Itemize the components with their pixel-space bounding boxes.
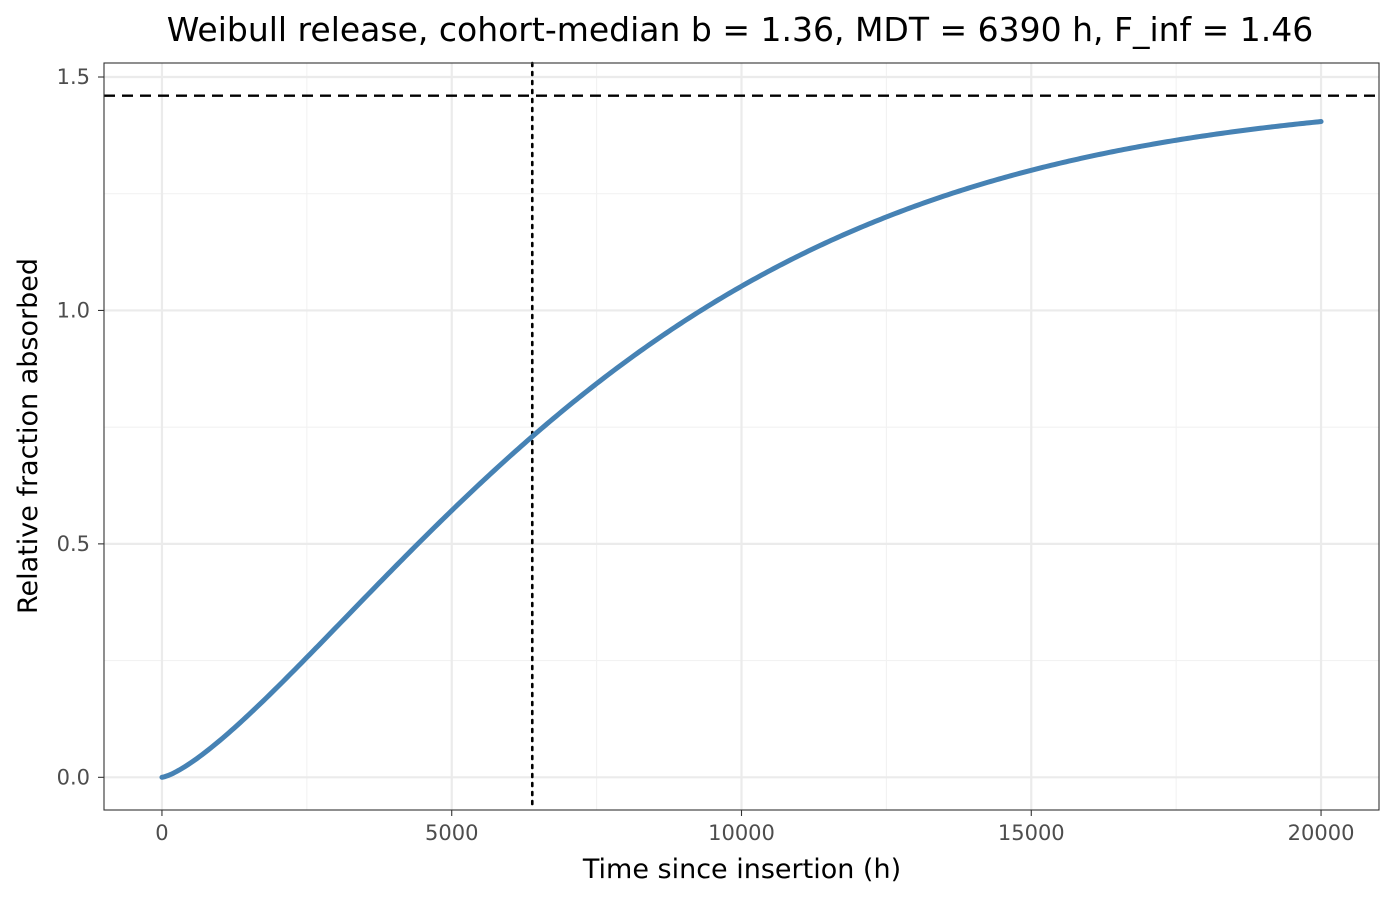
release-curve <box>159 119 1324 780</box>
x-tick-label: 15000 <box>998 821 1065 845</box>
chart-title: Weibull release, cohort-median b = 1.36,… <box>167 10 1314 49</box>
y-tick-label: 1.5 <box>57 65 90 89</box>
y-tick-label: 0.5 <box>57 532 90 556</box>
series <box>159 119 1324 780</box>
x-tick-label: 5000 <box>425 821 478 845</box>
y-axis-title: Relative fraction absorbed <box>13 258 44 614</box>
x-axis: 0 5000 10000 15000 20000 <box>155 810 1354 845</box>
x-tick-label: 20000 <box>1288 821 1355 845</box>
y-tick-label: 1.0 <box>57 298 90 322</box>
x-tick-label: 10000 <box>708 821 775 845</box>
reference-lines <box>104 61 1379 812</box>
x-tick-label: 0 <box>155 821 168 845</box>
grid <box>104 63 1379 810</box>
x-axis-title: Time since insertion (h) <box>582 854 901 885</box>
y-axis: 0.0 0.5 1.0 1.5 <box>57 65 104 789</box>
y-tick-label: 0.0 <box>57 765 90 789</box>
